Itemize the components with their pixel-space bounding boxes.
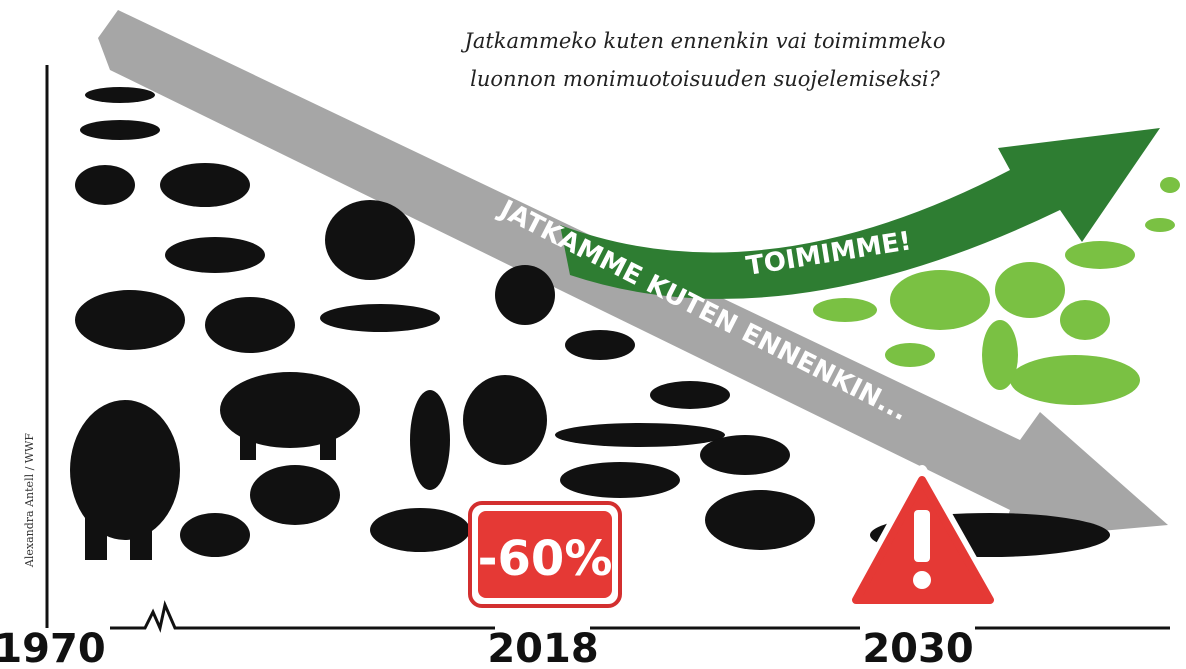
warning-dot — [913, 571, 931, 589]
year-label: 1970 — [0, 626, 106, 669]
infographic: TOIMIMME! JATKAMME KUTEN ENNENKIN... Jat… — [0, 0, 1186, 669]
badge-label: -60% — [478, 531, 613, 587]
warning-mark — [914, 510, 930, 562]
credit: Alexandra Antell / WWF — [23, 433, 36, 568]
year-label: 2018 — [487, 626, 598, 669]
year-label: 2030 — [862, 626, 973, 669]
timeline — [110, 605, 495, 628]
title-line: luonnon monimuotoisuuden suojelemiseksi? — [470, 67, 940, 91]
title-line: Jatkammeko kuten ennenkin vai toimimmeko — [460, 29, 945, 53]
